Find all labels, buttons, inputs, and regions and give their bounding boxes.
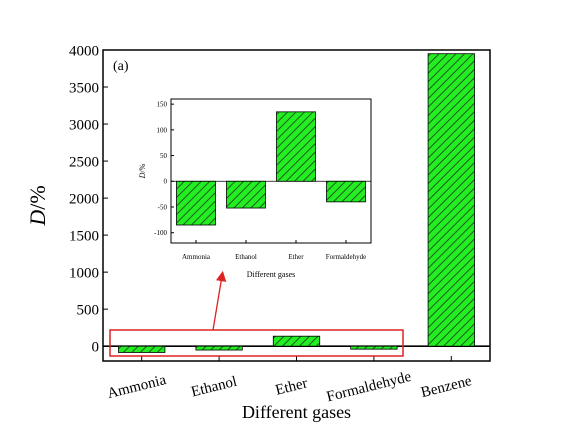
inset-bar-formaldehyde <box>326 180 366 203</box>
main-x-tick-label: Ethanol <box>190 374 239 401</box>
inset-y-axis-title: D/% <box>138 163 147 179</box>
inset-bar-ethanol <box>226 180 266 209</box>
inset-x-tick-label: Formaldehyde <box>326 253 366 261</box>
inset-plot-frame <box>170 98 372 244</box>
inset-bar-ammonia <box>176 180 216 226</box>
main-y-tick-label: 2000 <box>69 191 99 207</box>
inset-bar-ether <box>276 111 316 182</box>
main-y-axis-title-unit: /% <box>25 185 50 209</box>
inset-y-tick-label: 0 <box>164 178 168 186</box>
main-y-tick-label: 500 <box>77 302 100 318</box>
inset-y-tick-label: 100 <box>157 126 168 134</box>
inset-x-tick-label: Ether <box>288 253 304 261</box>
main-x-tick-label: Ether <box>274 375 309 398</box>
main-y-tick-label: 3500 <box>69 80 99 96</box>
inset-y-tick-label: 150 <box>157 101 168 109</box>
main-bar-benzene <box>427 53 475 347</box>
main-bar-formaldehyde <box>350 345 398 350</box>
main-y-tick-label: 4000 <box>69 43 99 59</box>
inset-x-axis-title: Different gases <box>247 270 296 279</box>
inset-y-tick-label: -50 <box>158 203 168 211</box>
inset-y-tick-label: -100 <box>154 229 167 237</box>
main-y-tick-label: 0 <box>92 339 100 355</box>
main-y-axis-title: D/% <box>25 185 50 226</box>
main-bar-ammonia <box>118 345 166 353</box>
inset-x-tick-label: Ammonia <box>182 253 211 261</box>
main-y-tick-label: 1000 <box>69 265 99 281</box>
main-y-tick-label: 1500 <box>69 228 99 244</box>
highlight-box <box>109 329 404 357</box>
panel-label: (a) <box>113 59 129 74</box>
main-bar-ether <box>272 335 321 347</box>
main-y-tick-label: 3000 <box>69 117 99 133</box>
main-x-tick-label: Benzene <box>419 373 473 401</box>
main-x-tick-label: Ammonia <box>106 372 168 402</box>
inset-x-tick-label: Ethanol <box>235 253 257 261</box>
main-x-axis-title: Different gases <box>242 402 351 422</box>
inset-y-tick-label: 50 <box>160 152 168 160</box>
inset-y-axis-title-variable: D <box>138 172 147 179</box>
main-y-axis-title-variable: D <box>25 210 50 227</box>
highlight-arrow <box>212 270 227 331</box>
main-x-tick-label: Formaldehyde <box>325 369 413 406</box>
main-y-tick-label: 2500 <box>69 154 99 170</box>
inset-y-axis-title-unit: /% <box>138 163 147 172</box>
main-bar-ethanol <box>195 345 243 351</box>
